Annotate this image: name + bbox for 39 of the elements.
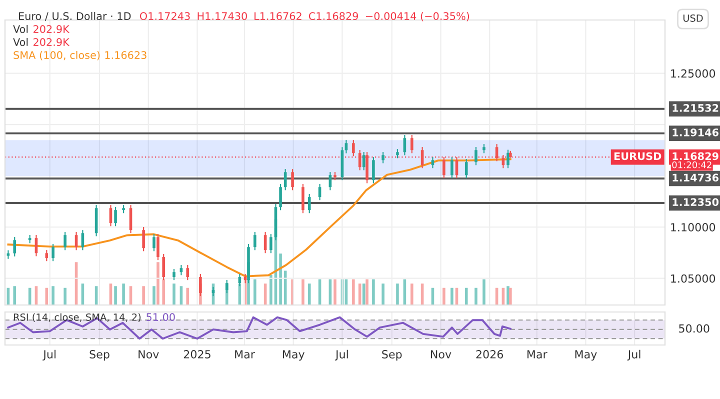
- chart-title: RSI (14, close, SMA, 14, 2): [14, 313, 141, 322]
- annotation: 202.9K: [34, 25, 70, 34]
- ref-line-label: 1.12350: [672, 198, 719, 206]
- ref-line-label: 1.19146: [672, 128, 718, 136]
- text: 01:20:42: [672, 161, 712, 168]
- x-tick-label: Mar: [235, 350, 255, 358]
- chart-title: Euro / U.S. Dollar · 1D: [19, 12, 131, 21]
- x-tick-label: Mar: [527, 350, 548, 358]
- text: USD: [683, 14, 703, 22]
- x-tick-label: Jul: [627, 350, 640, 361]
- y-tick-label: 1.05000: [671, 274, 716, 283]
- annotation: H1.17430: [198, 12, 247, 20]
- x-tick-label: 2026: [476, 350, 504, 358]
- annotation: Vol: [13, 38, 28, 46]
- x-tick-label: Jul: [42, 350, 56, 361]
- text: SMA (100, close): [14, 50, 100, 60]
- ref-line-label: 1.21532: [672, 104, 718, 112]
- x-tick-label: Jul: [334, 350, 348, 361]
- ref-line-label: 1.14736: [672, 174, 718, 182]
- annotation: 51.00: [146, 313, 175, 322]
- annotation: 1.16623: [105, 51, 146, 60]
- annotation: −0.00414 (−0.35%): [366, 12, 470, 22]
- x-tick-label: 2025: [184, 350, 210, 358]
- x-tick-label: Sep: [90, 350, 110, 361]
- x-tick-label: May: [575, 350, 597, 361]
- annotation: L1.16762: [254, 12, 302, 20]
- text: 50.00: [679, 324, 710, 333]
- annotation: Vol: [13, 24, 28, 34]
- ref-line-label: 1.16829: [672, 152, 718, 160]
- x-tick-label: Nov: [430, 350, 452, 358]
- y-tick-label: 1.10000: [671, 223, 716, 232]
- annotation: 202.9K: [34, 38, 70, 46]
- y-tick-label: 1.25000: [671, 69, 716, 78]
- x-tick-label: Sep: [382, 350, 402, 361]
- x-tick-label: Nov: [138, 350, 159, 358]
- x-tick-label: May: [282, 350, 305, 361]
- annotation: C1.16829: [308, 12, 358, 20]
- annotation: O1.17243: [140, 12, 190, 20]
- annotation: EURUSD: [614, 152, 662, 160]
